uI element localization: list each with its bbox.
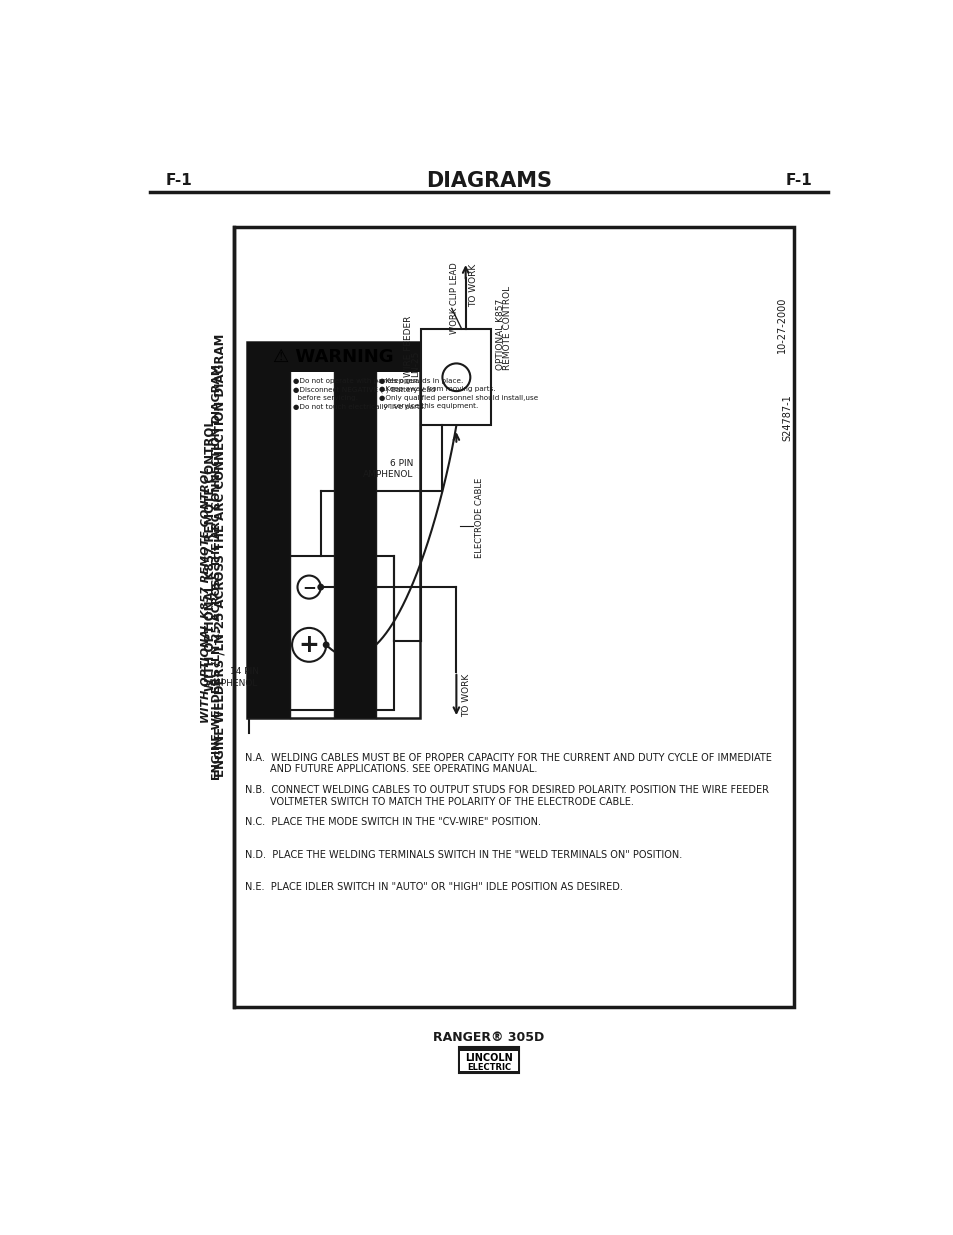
Circle shape bbox=[323, 642, 329, 647]
Text: N.D.  PLACE THE WELDING TERMINALS SWITCH IN THE "WELD TERMINALS ON" POSITION.: N.D. PLACE THE WELDING TERMINALS SWITCH … bbox=[245, 850, 681, 860]
Text: WIRE FEEDER: WIRE FEEDER bbox=[403, 316, 413, 377]
Bar bbox=[247, 342, 419, 718]
Text: LINCOLN: LINCOLN bbox=[464, 1053, 513, 1063]
Bar bbox=[247, 372, 290, 718]
Text: ENGINE WELDERS /LN-25 ACROSS THE ARC CONNECTION DIAGRAM: ENGINE WELDERS /LN-25 ACROSS THE ARC CON… bbox=[213, 333, 226, 777]
Text: ●Do not operate with panels open.
●Disconnect NEGATIVE (-) Battery lead
  before: ●Do not operate with panels open. ●Disco… bbox=[293, 378, 435, 410]
Bar bbox=[458, 1047, 518, 1073]
Circle shape bbox=[297, 576, 320, 599]
Text: ELECTRODE CABLE: ELECTRODE CABLE bbox=[475, 478, 483, 558]
Text: RANGER® 305D: RANGER® 305D bbox=[433, 1031, 544, 1044]
Text: 10-27-2000: 10-27-2000 bbox=[776, 298, 786, 353]
Circle shape bbox=[292, 627, 326, 662]
Text: S24787-1: S24787-1 bbox=[781, 394, 792, 441]
Text: WITH OPTIONAL K857 REMOTE CONTROL: WITH OPTIONAL K857 REMOTE CONTROL bbox=[204, 419, 217, 692]
Text: AMPHENOL: AMPHENOL bbox=[208, 679, 258, 688]
Text: OPTIONAL K857: OPTIONAL K857 bbox=[496, 299, 504, 369]
Text: N.E.  PLACE IDLER SWITCH IN "AUTO" OR "HIGH" IDLE POSITION AS DESIRED.: N.E. PLACE IDLER SWITCH IN "AUTO" OR "HI… bbox=[245, 882, 622, 892]
Text: F-1: F-1 bbox=[784, 173, 811, 188]
Text: +: + bbox=[298, 632, 319, 657]
Text: LN-25: LN-25 bbox=[411, 351, 419, 377]
Bar bbox=[247, 342, 419, 372]
Text: TO WORK: TO WORK bbox=[462, 673, 471, 716]
Bar bbox=[233, 227, 793, 1007]
Text: N.B.  CONNECT WELDING CABLES TO OUTPUT STUDS FOR DESIRED POLARITY. POSITION THE : N.B. CONNECT WELDING CABLES TO OUTPUT ST… bbox=[245, 785, 768, 806]
Bar bbox=[459, 1051, 517, 1072]
Text: ENGINE WELDERS /LN-25 ACROSS THE ARC CONNECTION DIAGRAM: ENGINE WELDERS /LN-25 ACROSS THE ARC CON… bbox=[212, 364, 222, 779]
Bar bbox=[421, 330, 491, 425]
Text: ⚠ WARNING: ⚠ WARNING bbox=[273, 348, 394, 366]
Text: 6 PIN: 6 PIN bbox=[390, 459, 414, 468]
Text: ●Keep guards in place.
●Keep away from moving parts.
●Only qualified personnel s: ●Keep guards in place. ●Keep away from m… bbox=[379, 378, 537, 409]
Text: F-1: F-1 bbox=[166, 173, 193, 188]
Bar bbox=[262, 556, 394, 710]
Text: DIAGRAMS: DIAGRAMS bbox=[425, 170, 552, 190]
Text: AMPHENOL: AMPHENOL bbox=[363, 471, 414, 479]
Circle shape bbox=[442, 363, 470, 391]
Text: −: − bbox=[302, 578, 315, 597]
Text: REMOTE CONTROL: REMOTE CONTROL bbox=[502, 285, 512, 369]
Text: ELECTRIC: ELECTRIC bbox=[466, 1063, 511, 1072]
Text: N.C.  PLACE THE MODE SWITCH IN THE "CV-WIRE" POSITION.: N.C. PLACE THE MODE SWITCH IN THE "CV-WI… bbox=[245, 818, 540, 827]
Circle shape bbox=[317, 584, 323, 590]
Text: TO WORK: TO WORK bbox=[469, 263, 477, 306]
Bar bbox=[334, 372, 375, 718]
Text: WITH OPTIONAL K857 REMOTE CONTROL: WITH OPTIONAL K857 REMOTE CONTROL bbox=[201, 467, 211, 722]
Text: N.A.  WELDING CABLES MUST BE OF PROPER CAPACITY FOR THE CURRENT AND DUTY CYCLE O: N.A. WELDING CABLES MUST BE OF PROPER CA… bbox=[245, 752, 771, 774]
Text: WORK CLIP LEAD: WORK CLIP LEAD bbox=[450, 263, 458, 335]
Text: 14 PIN: 14 PIN bbox=[230, 667, 258, 677]
